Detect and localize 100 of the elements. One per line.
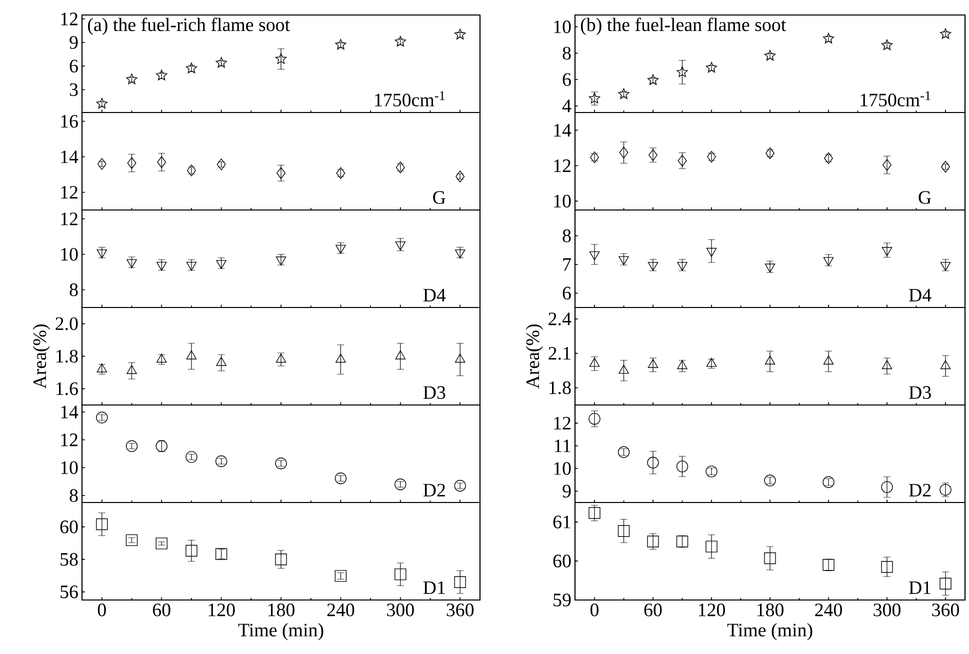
- point: [334, 570, 347, 582]
- y-tick-label: 8: [70, 489, 78, 502]
- y-tick-label: 14: [61, 406, 78, 418]
- y-tick-label: 1.8: [549, 381, 571, 394]
- point: [454, 249, 466, 258]
- point: [764, 264, 776, 273]
- annotation: D4: [423, 288, 446, 302]
- point: [454, 354, 466, 363]
- x-axis-title: Time (min): [238, 623, 324, 640]
- point: [126, 259, 137, 268]
- point: [186, 451, 198, 463]
- annotation: D2: [423, 484, 445, 496]
- point: [215, 455, 228, 468]
- point: [940, 28, 952, 39]
- point: [186, 544, 198, 557]
- point: [186, 350, 197, 360]
- annotation: 1750cm$^{-1}$: [860, 91, 930, 106]
- point: [336, 167, 346, 179]
- x-axis-title: Time (min): [727, 623, 812, 640]
- point: [589, 358, 600, 367]
- point: [216, 260, 226, 270]
- y-tick-label: 6: [562, 73, 571, 86]
- point: [588, 412, 600, 425]
- y-tick-label: 8: [562, 46, 571, 60]
- point: [97, 158, 106, 170]
- x-tick-label: 360: [446, 604, 474, 616]
- y-tick-label: 12: [61, 186, 78, 199]
- point: [647, 536, 659, 548]
- x-tick-label: 180: [268, 604, 294, 616]
- x-tick-label: 180: [757, 604, 784, 616]
- point: [618, 88, 630, 99]
- y-tick-label: 3: [70, 83, 78, 96]
- point: [676, 460, 688, 472]
- y-tick-label: 1.8: [56, 350, 78, 363]
- x-tick-label: 240: [327, 604, 354, 616]
- point: [706, 358, 717, 367]
- point: [126, 74, 138, 84]
- y-tick-label: 60: [553, 554, 571, 568]
- point: [676, 66, 688, 77]
- point: [96, 249, 108, 258]
- point: [216, 158, 226, 170]
- point: [648, 262, 658, 271]
- point: [588, 507, 600, 519]
- point: [589, 251, 600, 260]
- x-tick-label: 240: [815, 604, 842, 616]
- chart-title: (b) the fuel-lean flame soot: [580, 18, 786, 36]
- point: [336, 354, 346, 363]
- point: [823, 356, 834, 365]
- point: [186, 164, 196, 176]
- point: [216, 57, 227, 68]
- point: [707, 150, 716, 163]
- point: [590, 151, 599, 164]
- point: [706, 248, 717, 257]
- point: [276, 256, 286, 266]
- y-tick-label: 2.1: [548, 346, 570, 360]
- y-tick-label: 10: [61, 461, 78, 474]
- x-tick-label: 0: [590, 604, 599, 616]
- y-tick-label: 60: [60, 520, 78, 534]
- y-axis-title: Area(%): [526, 324, 543, 389]
- y-tick-label: 10: [554, 462, 571, 475]
- point: [678, 154, 687, 167]
- point: [618, 364, 629, 374]
- y-tick-label: 16: [61, 115, 78, 128]
- point: [618, 446, 630, 458]
- point: [881, 561, 893, 573]
- point: [126, 365, 137, 374]
- annotation: G: [433, 191, 446, 204]
- x-tick-label: 300: [387, 604, 414, 616]
- y-tick-label: 12: [61, 434, 78, 446]
- x-tick-label: 360: [932, 604, 959, 616]
- annotation: D1: [423, 581, 445, 594]
- y-tick-label: 9: [562, 484, 571, 498]
- y-tick-label: 12: [554, 159, 570, 172]
- point: [276, 167, 286, 179]
- point: [394, 568, 406, 580]
- y-tick-label: 12: [554, 416, 570, 430]
- y-tick-label: 56: [60, 586, 78, 598]
- y-tick-label: 10: [554, 20, 571, 34]
- point: [394, 36, 406, 47]
- point: [126, 534, 138, 546]
- point: [156, 70, 168, 80]
- point: [882, 360, 892, 370]
- point: [764, 552, 776, 564]
- y-tick-label: 14: [61, 150, 78, 164]
- x-tick-label: 120: [208, 604, 235, 616]
- point: [706, 62, 718, 73]
- point: [395, 241, 406, 250]
- point: [881, 39, 893, 50]
- point: [940, 578, 952, 590]
- annotation: D2: [909, 484, 931, 496]
- point: [764, 356, 776, 365]
- point: [96, 518, 108, 530]
- point: [454, 28, 466, 40]
- y-tick-label: 61: [553, 516, 570, 528]
- y-tick-label: 9: [70, 36, 78, 49]
- x-tick-label: 0: [98, 604, 106, 616]
- annotation: D3: [423, 386, 446, 399]
- y-axis-title: Area(%): [32, 324, 50, 389]
- point: [618, 256, 629, 266]
- y-tick-label: 14: [554, 124, 572, 136]
